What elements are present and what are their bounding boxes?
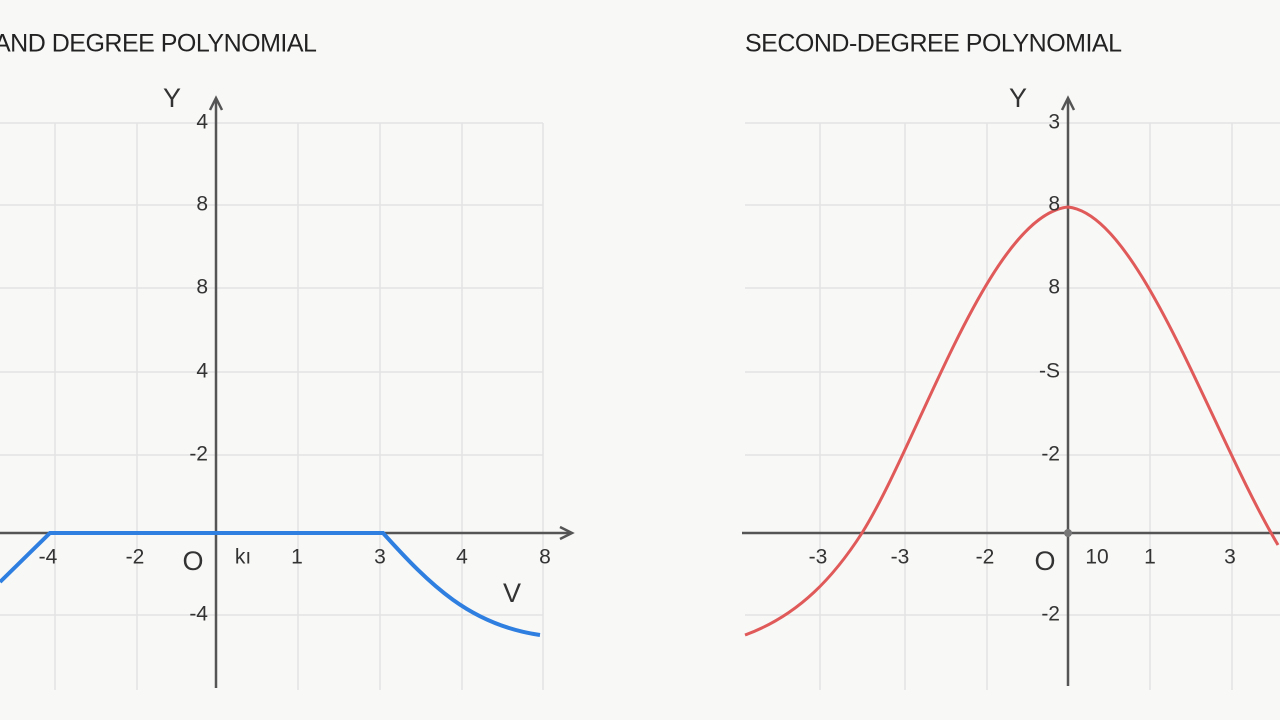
y-tick-label: -4 bbox=[189, 603, 208, 626]
x-tick-label: kı bbox=[235, 546, 251, 569]
y-arrow bbox=[1060, 95, 1076, 111]
left-panel: AND DEGREE POLYNOMIAL Y V O bbox=[0, 30, 575, 690]
y-axis-label: Y bbox=[163, 83, 181, 113]
right-panel: SECOND-DEGREE POLYNOMIAL Y O bbox=[742, 30, 1280, 690]
y-tick-label: 8 bbox=[196, 193, 208, 216]
grid bbox=[0, 122, 544, 690]
x-tick-label: -2 bbox=[126, 546, 145, 569]
x-tick-label: 3 bbox=[374, 546, 386, 569]
y-tick-label: -2 bbox=[1041, 443, 1060, 466]
y-tick-label: -S bbox=[1039, 360, 1060, 383]
y-tick-label: 8 bbox=[196, 276, 208, 299]
y-arrow bbox=[208, 95, 224, 111]
x-tick-label: -4 bbox=[39, 546, 58, 569]
y-tick-label: -2 bbox=[189, 443, 208, 466]
y-tick-label: 3 bbox=[1048, 111, 1060, 134]
x-tick-label: 10 bbox=[1085, 546, 1108, 569]
x-tick-label: -3 bbox=[891, 546, 910, 569]
y-tick-label: 4 bbox=[196, 360, 208, 383]
curve bbox=[0, 531, 541, 637]
y-axis-label: Y bbox=[1009, 83, 1027, 113]
title: AND DEGREE POLYNOMIAL bbox=[0, 30, 317, 58]
x-tick-label: 1 bbox=[1144, 546, 1156, 569]
title: SECOND-DEGREE POLYNOMIAL bbox=[745, 30, 1122, 58]
y-tick-label: 8 bbox=[1048, 193, 1060, 216]
origin-label: O bbox=[1034, 546, 1055, 576]
y-tick-label: 8 bbox=[1048, 276, 1060, 299]
x-axis-label: V bbox=[503, 578, 521, 608]
grid bbox=[745, 122, 1280, 690]
curve bbox=[744, 205, 1280, 637]
y-tick-label: 4 bbox=[196, 111, 208, 134]
y-tick-label: -2 bbox=[1041, 603, 1060, 626]
origin-dot bbox=[1064, 529, 1072, 537]
x-tick-label: 8 bbox=[539, 546, 551, 569]
x-tick-label: -2 bbox=[976, 546, 995, 569]
x-tick-label: 1 bbox=[291, 546, 303, 569]
x-tick-label: 4 bbox=[456, 546, 468, 569]
origin-label: O bbox=[182, 546, 203, 576]
x-tick-label: -3 bbox=[809, 546, 828, 569]
x-arrow bbox=[559, 525, 575, 541]
x-tick-label: 3 bbox=[1224, 546, 1236, 569]
